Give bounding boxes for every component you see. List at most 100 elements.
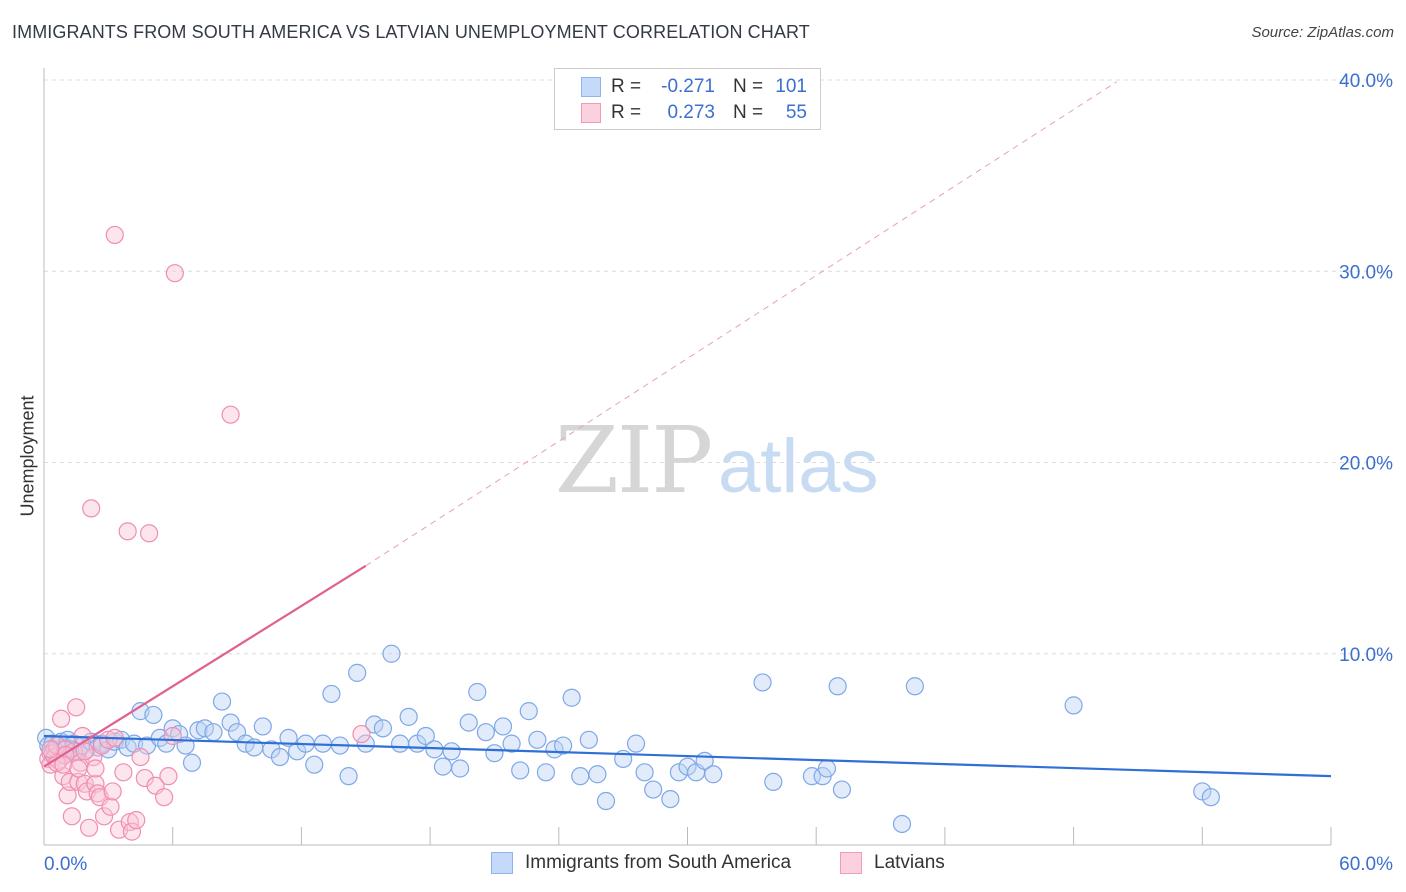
legend-row-latvians: R = 0.273 N = 55 [581,100,807,126]
data-point [62,807,81,826]
data-point [442,742,461,761]
data-point [339,767,358,786]
data-point [626,734,646,753]
data-point [493,717,513,736]
legend-item-latvians[interactable]: Latvians [840,852,945,874]
watermark-zip: ZIP [555,407,711,514]
data-point [905,677,924,696]
data-point [704,765,723,784]
data-point [399,707,418,726]
data-point [579,730,598,749]
data-point [86,759,105,778]
axes [43,68,1332,846]
data-point [588,765,607,784]
legend-r-label: R = [611,76,642,97]
data-point [204,723,223,742]
data-point [459,713,478,732]
data-point [67,698,86,717]
data-point [189,721,208,740]
data-point [1201,788,1220,807]
data-point [365,715,384,734]
data-point [79,818,99,837]
data-point [131,747,150,767]
trend-line-immigrants [43,734,1332,778]
data-point [52,709,71,728]
data-point [170,724,189,744]
source-label: Source: ZipAtlas.com [1251,24,1394,41]
data-point [58,786,77,805]
legend-n-label: N = [733,76,764,97]
data-point [54,755,73,774]
data-point [64,742,84,761]
data-point [165,264,184,283]
data-point [382,644,401,663]
data-point [41,740,60,759]
data-point [571,767,590,786]
data-point [802,767,822,786]
data-point [519,702,538,721]
data-point [828,677,847,696]
legend-r-label: R = [611,102,642,123]
data-point [635,763,654,782]
y-tick-label: 20.0% [1339,454,1393,475]
data-point [511,761,530,780]
series-legend: Immigrants from South America Latvians [0,852,1406,878]
data-point [195,719,214,738]
legend-swatch-blue [581,77,601,97]
data-point [105,225,124,245]
data-point [373,719,393,738]
gridlines [44,79,1391,655]
data-point [1064,696,1083,715]
trend-lines [43,81,1332,778]
y-tick-label: 40.0% [1339,71,1393,92]
legend-n-value: 55 [785,102,807,123]
data-point [390,734,410,753]
watermark-atlas: atlas [718,424,879,509]
tick-labels: 10.0% 20.0% 30.0% 40.0% 0.0% 60.0% [44,71,1393,875]
chart-title: IMMIGRANTS FROM SOUTH AMERICA VS LATVIAN… [12,22,810,42]
y-tick-label: 10.0% [1339,645,1393,666]
legend-n-value: 101 [775,76,807,97]
data-point [817,759,837,778]
data-point [118,522,137,541]
legend-label: Latvians [874,852,945,873]
data-point [644,780,663,799]
data-point [661,789,680,809]
x-tick-label-max: 60.0% [1339,854,1393,875]
data-point [253,717,272,736]
data-point [468,682,487,702]
data-point [140,524,159,543]
data-point [144,705,163,725]
data-point [348,663,367,682]
data-point [545,740,564,759]
data-point [101,797,120,816]
data-point [832,780,852,799]
data-point [270,747,290,767]
legend-swatch-pink [840,852,862,874]
data-point [99,730,118,749]
data-point [356,734,375,753]
data-point [892,814,912,834]
data-point [502,734,521,753]
data-point [221,405,240,424]
data-point [528,730,547,749]
data-point [163,726,182,746]
data-point [485,744,504,763]
data-point [753,673,772,692]
y-tick-label: 30.0% [1339,262,1393,283]
data-point [562,688,581,707]
data-point [159,767,178,786]
data-point [122,822,142,841]
data-point [433,757,453,776]
data-point [536,763,556,782]
data-point [305,755,324,774]
data-point [451,759,470,778]
data-point [94,807,114,826]
data-point [416,726,435,746]
legend-item-immigrants[interactable]: Immigrants from South America [491,852,791,874]
data-point [553,736,573,755]
legend-swatch-blue [491,852,513,874]
legend-swatch-pink [581,103,601,123]
data-point [155,788,174,807]
